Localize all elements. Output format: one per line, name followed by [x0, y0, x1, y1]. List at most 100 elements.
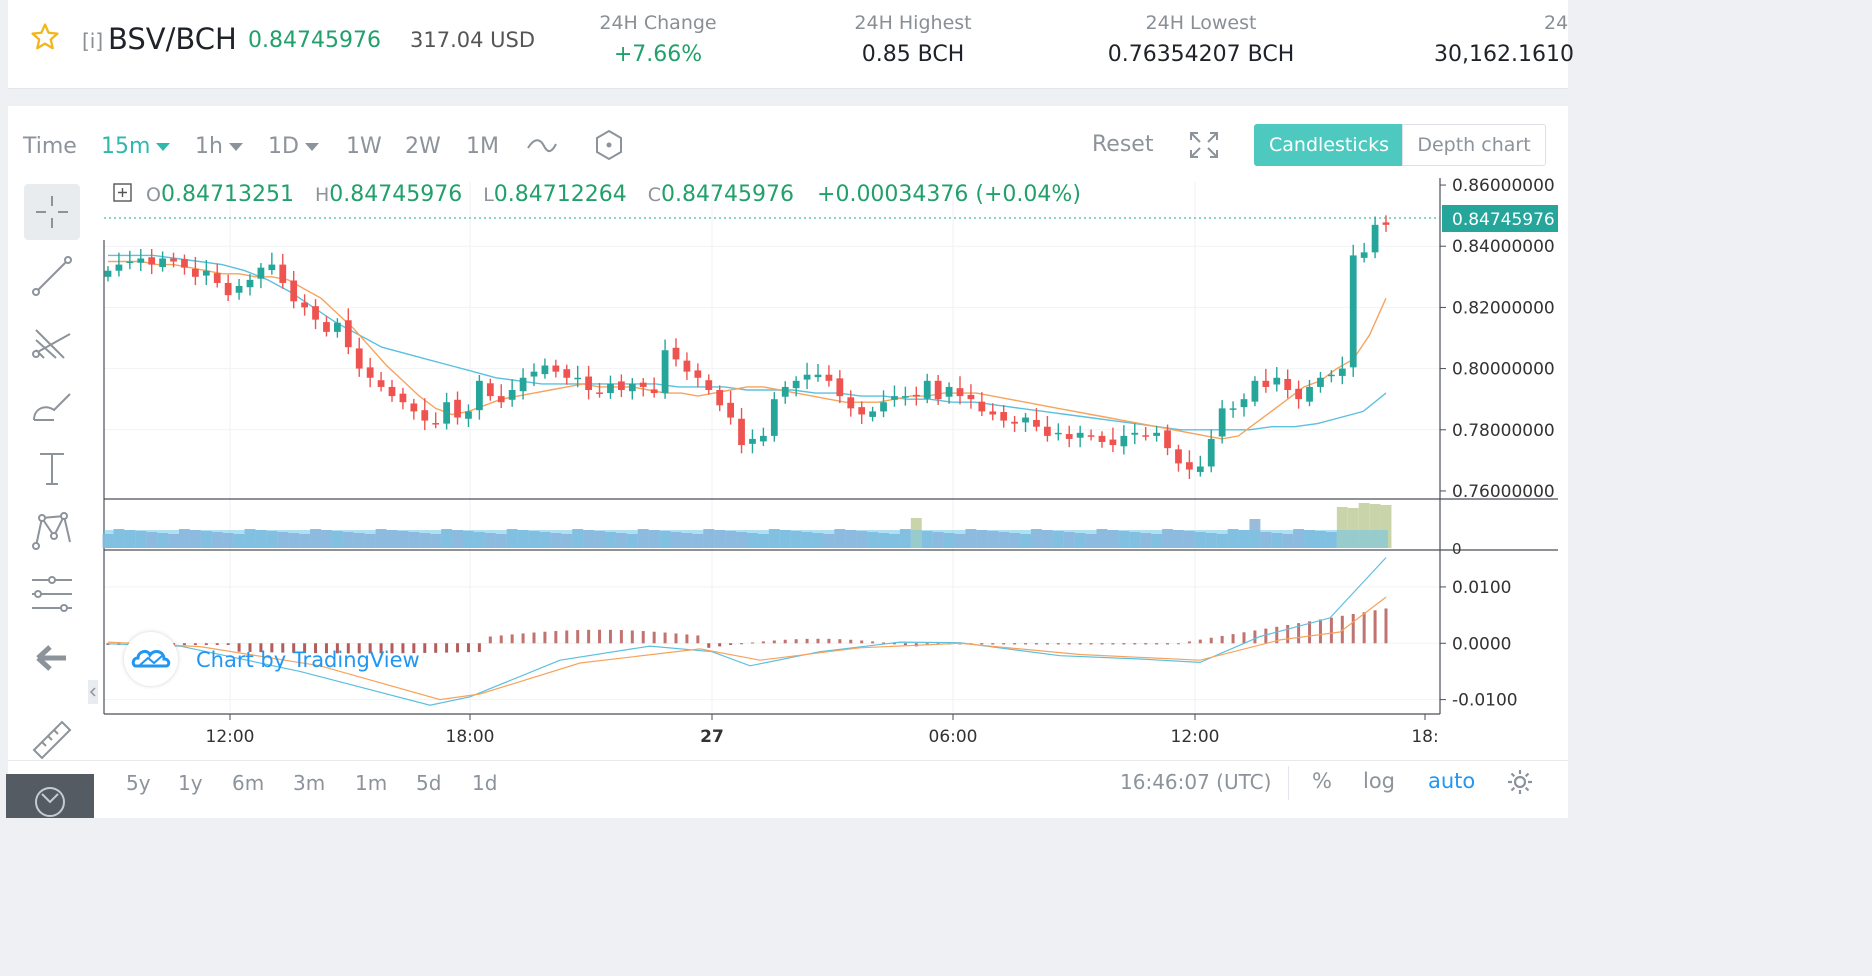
candle-body — [465, 411, 472, 419]
macd-histogram-bar — [270, 643, 274, 653]
collapse-handle[interactable] — [88, 680, 98, 704]
interval-1m[interactable]: 1M — [466, 134, 499, 159]
candle-body — [978, 401, 986, 412]
depth-chart-button[interactable]: Depth chart — [1402, 124, 1546, 166]
trendline-icon — [32, 256, 72, 296]
range-1d[interactable]: 1d — [472, 771, 498, 795]
volume-bars — [102, 503, 1392, 548]
price-chart[interactable]: 0.86000000 0.84000000 0.82000000 0.80000000… — [0, 0, 1568, 818]
candle-body — [628, 383, 636, 392]
pitchfork-tool[interactable] — [24, 314, 80, 370]
range-3m[interactable]: 3m — [293, 771, 326, 795]
candle-body — [1131, 432, 1139, 435]
range-1y[interactable]: 1y — [178, 771, 203, 795]
candle-body — [803, 374, 811, 380]
stat-change-value: +7.66% — [613, 42, 703, 67]
macd-histogram-bar — [521, 633, 525, 644]
log-toggle[interactable]: log — [1363, 769, 1396, 793]
range-5y[interactable]: 5y — [126, 771, 151, 795]
candlesticks-button[interactable]: Candlesticks — [1254, 124, 1404, 166]
crosshair-tool[interactable] — [24, 184, 80, 240]
macd-histogram-bar — [434, 643, 438, 653]
candle-body — [1142, 435, 1150, 437]
stat-volume-value: 30,162.1610 — [1434, 42, 1574, 67]
candle-body — [377, 380, 385, 387]
candle-body — [923, 380, 931, 399]
interval-1d[interactable]: 1D — [268, 134, 319, 159]
indicators-icon[interactable] — [592, 128, 626, 162]
axes: 0.86000000 0.84000000 0.82000000 0.80000000… — [206, 176, 1558, 747]
utc-clock[interactable]: 16:46:07 (UTC) — [1120, 770, 1272, 794]
stat-change-label: 24H Change — [599, 12, 717, 34]
candle-body — [1382, 222, 1390, 225]
macd-histogram-bar — [991, 643, 995, 645]
interval-1h[interactable]: 1h — [195, 134, 243, 159]
macd-histogram-bar — [598, 629, 602, 644]
volume-axis-label: 0 — [1452, 540, 1462, 558]
low-key: L — [483, 184, 494, 206]
info-tag[interactable]: [i] — [82, 29, 104, 53]
magnet-tool[interactable] — [6, 774, 94, 818]
macd-histogram-bar — [401, 643, 405, 654]
macd-histogram-bar — [1198, 639, 1202, 644]
stat-low-label: 24H Lowest — [1145, 12, 1257, 34]
candle-body — [355, 348, 363, 369]
macd-histogram-bar — [1187, 641, 1191, 644]
pattern-tool[interactable] — [24, 502, 80, 558]
range-1m[interactable]: 1m — [355, 771, 388, 795]
candle-body — [574, 377, 582, 380]
macd-histogram-bar — [423, 643, 427, 653]
stat-low-value: 0.76354207 BCH — [1107, 42, 1295, 67]
candle-body — [454, 399, 461, 418]
ma-slow-line — [108, 254, 1387, 431]
candle-body — [1371, 224, 1379, 253]
volume-ma — [104, 530, 1388, 548]
percent-toggle[interactable]: % — [1312, 769, 1332, 793]
range-5d[interactable]: 5d — [416, 771, 442, 795]
range-6m[interactable]: 6m — [232, 771, 265, 795]
candle-body — [1120, 435, 1128, 447]
hide-toolbar-button[interactable] — [24, 630, 80, 686]
macd-histogram-bar — [368, 643, 372, 654]
legend-collapse-icon[interactable] — [112, 182, 134, 204]
tradingview-attribution[interactable]: Chart by TradingView — [196, 648, 420, 672]
ruler-tool[interactable] — [24, 712, 80, 768]
favorite-star-icon[interactable] — [30, 22, 60, 52]
text-tool[interactable] — [24, 440, 80, 496]
macd-histogram-bar — [390, 643, 394, 654]
candle-body — [989, 411, 997, 415]
brush-tool[interactable] — [24, 380, 80, 436]
measure-tool[interactable] — [24, 566, 80, 622]
ma-fast-line — [108, 260, 1387, 440]
candle-body — [683, 360, 691, 372]
reset-button[interactable]: Reset — [1092, 132, 1154, 157]
candle-body — [847, 397, 855, 409]
candles — [104, 215, 1390, 480]
macd-histogram-bar — [1220, 635, 1224, 644]
macd-line — [107, 557, 1387, 706]
candle-body — [508, 390, 516, 400]
auto-toggle[interactable]: auto — [1428, 769, 1476, 793]
time-label: Time — [23, 134, 77, 159]
macd-histogram-bar — [641, 631, 645, 644]
macd-histogram-bar — [281, 643, 285, 653]
interval-1w[interactable]: 1W — [346, 134, 382, 159]
tradingview-logo[interactable] — [124, 632, 178, 686]
line-style-icon[interactable] — [526, 136, 558, 156]
candle-body — [1011, 421, 1019, 424]
interval-2w[interactable]: 2W — [405, 134, 441, 159]
fullscreen-icon[interactable] — [1188, 130, 1220, 160]
candle-body — [858, 407, 866, 415]
candle-body — [1185, 462, 1193, 470]
trendline-tool[interactable] — [24, 248, 80, 304]
macd-histogram-bar — [816, 638, 820, 644]
candle-body — [115, 264, 123, 271]
macd-histogram-bar — [1308, 621, 1312, 644]
candle-body — [869, 411, 877, 417]
interval-15m[interactable]: 15m — [101, 134, 171, 159]
candle-body — [1196, 466, 1204, 472]
candle-body — [137, 258, 145, 263]
last-price-tag-label: 0.84745976 — [1452, 210, 1555, 230]
candle-body — [323, 322, 330, 332]
settings-gear-icon[interactable] — [1506, 768, 1534, 796]
